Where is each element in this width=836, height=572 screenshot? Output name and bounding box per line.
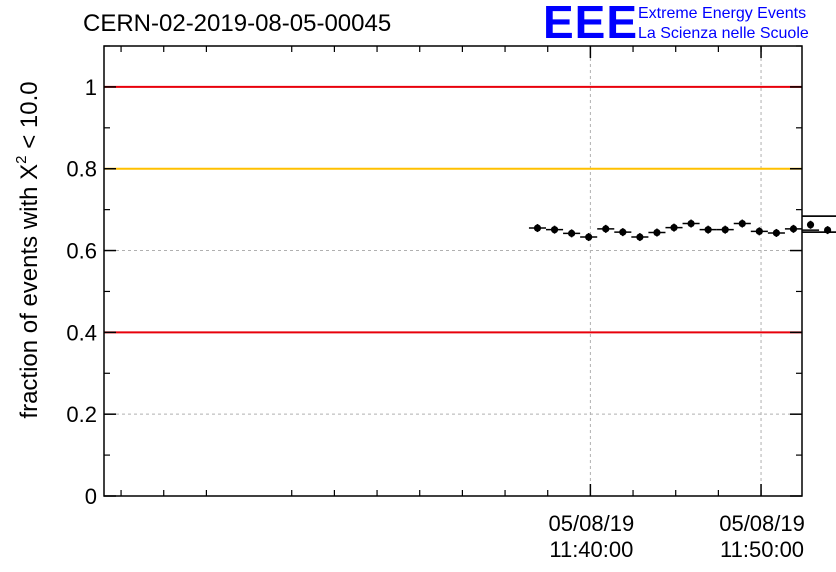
data-point-marker — [533, 224, 542, 232]
data-point-marker — [619, 228, 627, 236]
y-tick-label: 0.6 — [66, 239, 97, 264]
data-point — [665, 223, 683, 232]
data-point-marker — [550, 226, 559, 234]
data-point — [682, 219, 700, 228]
data-point-marker — [704, 226, 712, 234]
data-point-marker — [568, 229, 576, 237]
data-point — [631, 233, 649, 242]
data-point-marker — [772, 229, 781, 237]
y-tick-label: 1 — [85, 75, 97, 100]
data-point-marker — [738, 219, 746, 228]
data-point — [614, 228, 632, 237]
reference-lines — [104, 85, 802, 334]
data-point — [802, 226, 832, 235]
y-tick-label: 0.2 — [66, 402, 97, 427]
x-tick-label-date: 05/08/19 — [549, 511, 635, 536]
data-point-marker — [721, 226, 729, 234]
data-points — [528, 215, 836, 242]
y-tick-label: 0 — [85, 484, 97, 509]
data-point-marker — [636, 233, 644, 241]
eee-logo: EEE Extreme Energy Events La Scienza nel… — [543, 0, 833, 48]
y-tick-label: 0.8 — [66, 157, 97, 182]
grid-lines — [104, 46, 802, 496]
data-point-marker — [806, 221, 815, 229]
data-point-marker — [670, 224, 678, 232]
x-tick-label-date: 05/08/19 — [719, 511, 805, 536]
chart-title: CERN-02-2019-08-05-00045 — [83, 10, 391, 37]
logo-line-2: La Scienza nelle Scuole — [638, 25, 809, 42]
data-point — [699, 225, 717, 234]
data-point — [802, 215, 836, 217]
data-point — [806, 220, 815, 229]
data-point — [546, 225, 564, 234]
data-point-marker — [687, 219, 695, 228]
y-tick-labels: 0 0.2 0.4 0.6 0.8 1 — [66, 75, 97, 509]
x-tick-label-time: 11:50:00 — [720, 537, 804, 562]
data-point — [597, 224, 615, 233]
data-point-marker — [789, 225, 798, 233]
y-axis-label: fraction of events with X2 < 10.0 — [13, 81, 43, 418]
x-tick-label-time: 11:40:00 — [549, 537, 633, 562]
data-point — [802, 231, 836, 233]
data-point — [580, 233, 598, 242]
data-point — [733, 219, 751, 228]
y-axis-label-prefix: fraction of events with X — [16, 164, 43, 419]
y-axis-label-suffix: < 10.0 — [16, 81, 43, 155]
data-point — [750, 227, 768, 236]
axis-ticks — [104, 45, 802, 497]
data-point — [716, 225, 734, 234]
data-point-marker — [585, 233, 593, 241]
data-point — [563, 229, 581, 238]
data-point — [648, 228, 666, 237]
y-tick-label: 0.4 — [66, 320, 97, 345]
data-point-marker — [653, 228, 661, 237]
eee-logo-letters: EEE — [543, 0, 639, 48]
data-point — [528, 224, 547, 233]
data-point-marker — [602, 225, 610, 233]
plot-frame — [103, 45, 803, 497]
data-point — [784, 224, 802, 233]
data-point-marker — [755, 227, 763, 235]
logo-line-1: Extreme Energy Events — [638, 5, 807, 22]
data-point — [767, 228, 785, 237]
y-axis-label-superscript: 2 — [13, 155, 30, 163]
